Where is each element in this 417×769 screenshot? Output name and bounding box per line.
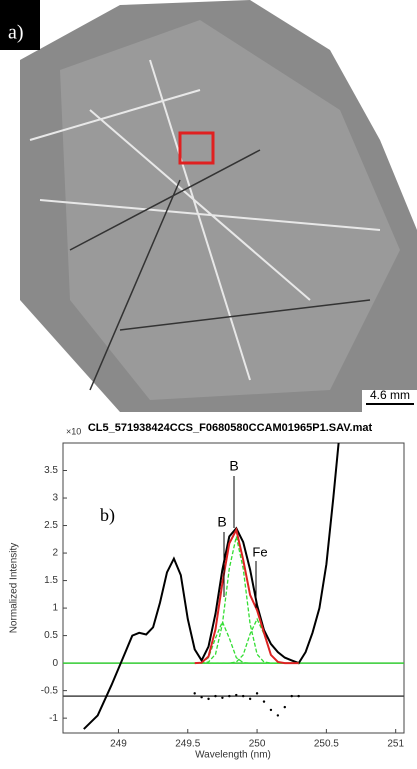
page: {"panel_a":{"label":"a)","scale_bar":"4.… <box>0 0 417 764</box>
x-tick-label: 249 <box>110 739 127 750</box>
x-tick-label: 250.5 <box>314 739 339 750</box>
residual-point <box>297 695 299 697</box>
annotation: Fe <box>252 544 267 559</box>
figure: a) 4.6 mm CL5_571938424CCS_F0680580CCAM0… <box>0 0 417 764</box>
residual-point <box>200 696 202 698</box>
y-axis-label: Normalized Intensity <box>9 543 20 634</box>
residual-point <box>193 692 195 694</box>
x-tick-label: 249.5 <box>175 739 200 750</box>
x-tick-label: 250 <box>249 739 266 750</box>
axis-exponent: ×10 <box>66 426 81 436</box>
micrograph: a) 4.6 mm <box>0 0 417 412</box>
y-tick-label: 0.5 <box>44 630 58 641</box>
residual-point <box>207 698 209 700</box>
chart-title: CL5_571938424CCS_F0680580CCAM01965P1.SAV… <box>88 422 373 434</box>
y-tick-label: 1 <box>52 603 58 614</box>
annotation: B <box>217 514 226 530</box>
y-tick-label: 0 <box>52 658 58 669</box>
residual-point <box>228 695 230 697</box>
residual-point <box>256 692 258 694</box>
annotation: B <box>229 458 238 474</box>
y-tick-label: -1 <box>49 713 58 724</box>
scale-bar-label: 4.6 mm <box>370 388 410 402</box>
residual-point <box>235 694 237 696</box>
residual-point <box>270 709 272 711</box>
annotation: b) <box>100 505 115 526</box>
x-tick-label: 251 <box>387 739 404 750</box>
y-tick-label: 3.5 <box>44 465 58 476</box>
y-tick-label: 2.5 <box>44 520 58 531</box>
panel-label: a) <box>8 22 24 44</box>
residual-point <box>214 695 216 697</box>
residual-point <box>221 697 223 699</box>
y-tick-label: 2 <box>52 548 58 559</box>
residual-point <box>291 695 293 697</box>
residual-point <box>249 698 251 700</box>
residual-point <box>263 700 265 702</box>
residual-point <box>277 714 279 716</box>
y-tick-label: 1.5 <box>44 575 58 586</box>
residual-point <box>284 706 286 708</box>
x-axis-label: Wavelength (nm) <box>195 750 271 761</box>
y-tick-label: 3 <box>52 493 58 504</box>
residual-point <box>242 695 244 697</box>
y-tick-label: -0.5 <box>41 685 59 696</box>
